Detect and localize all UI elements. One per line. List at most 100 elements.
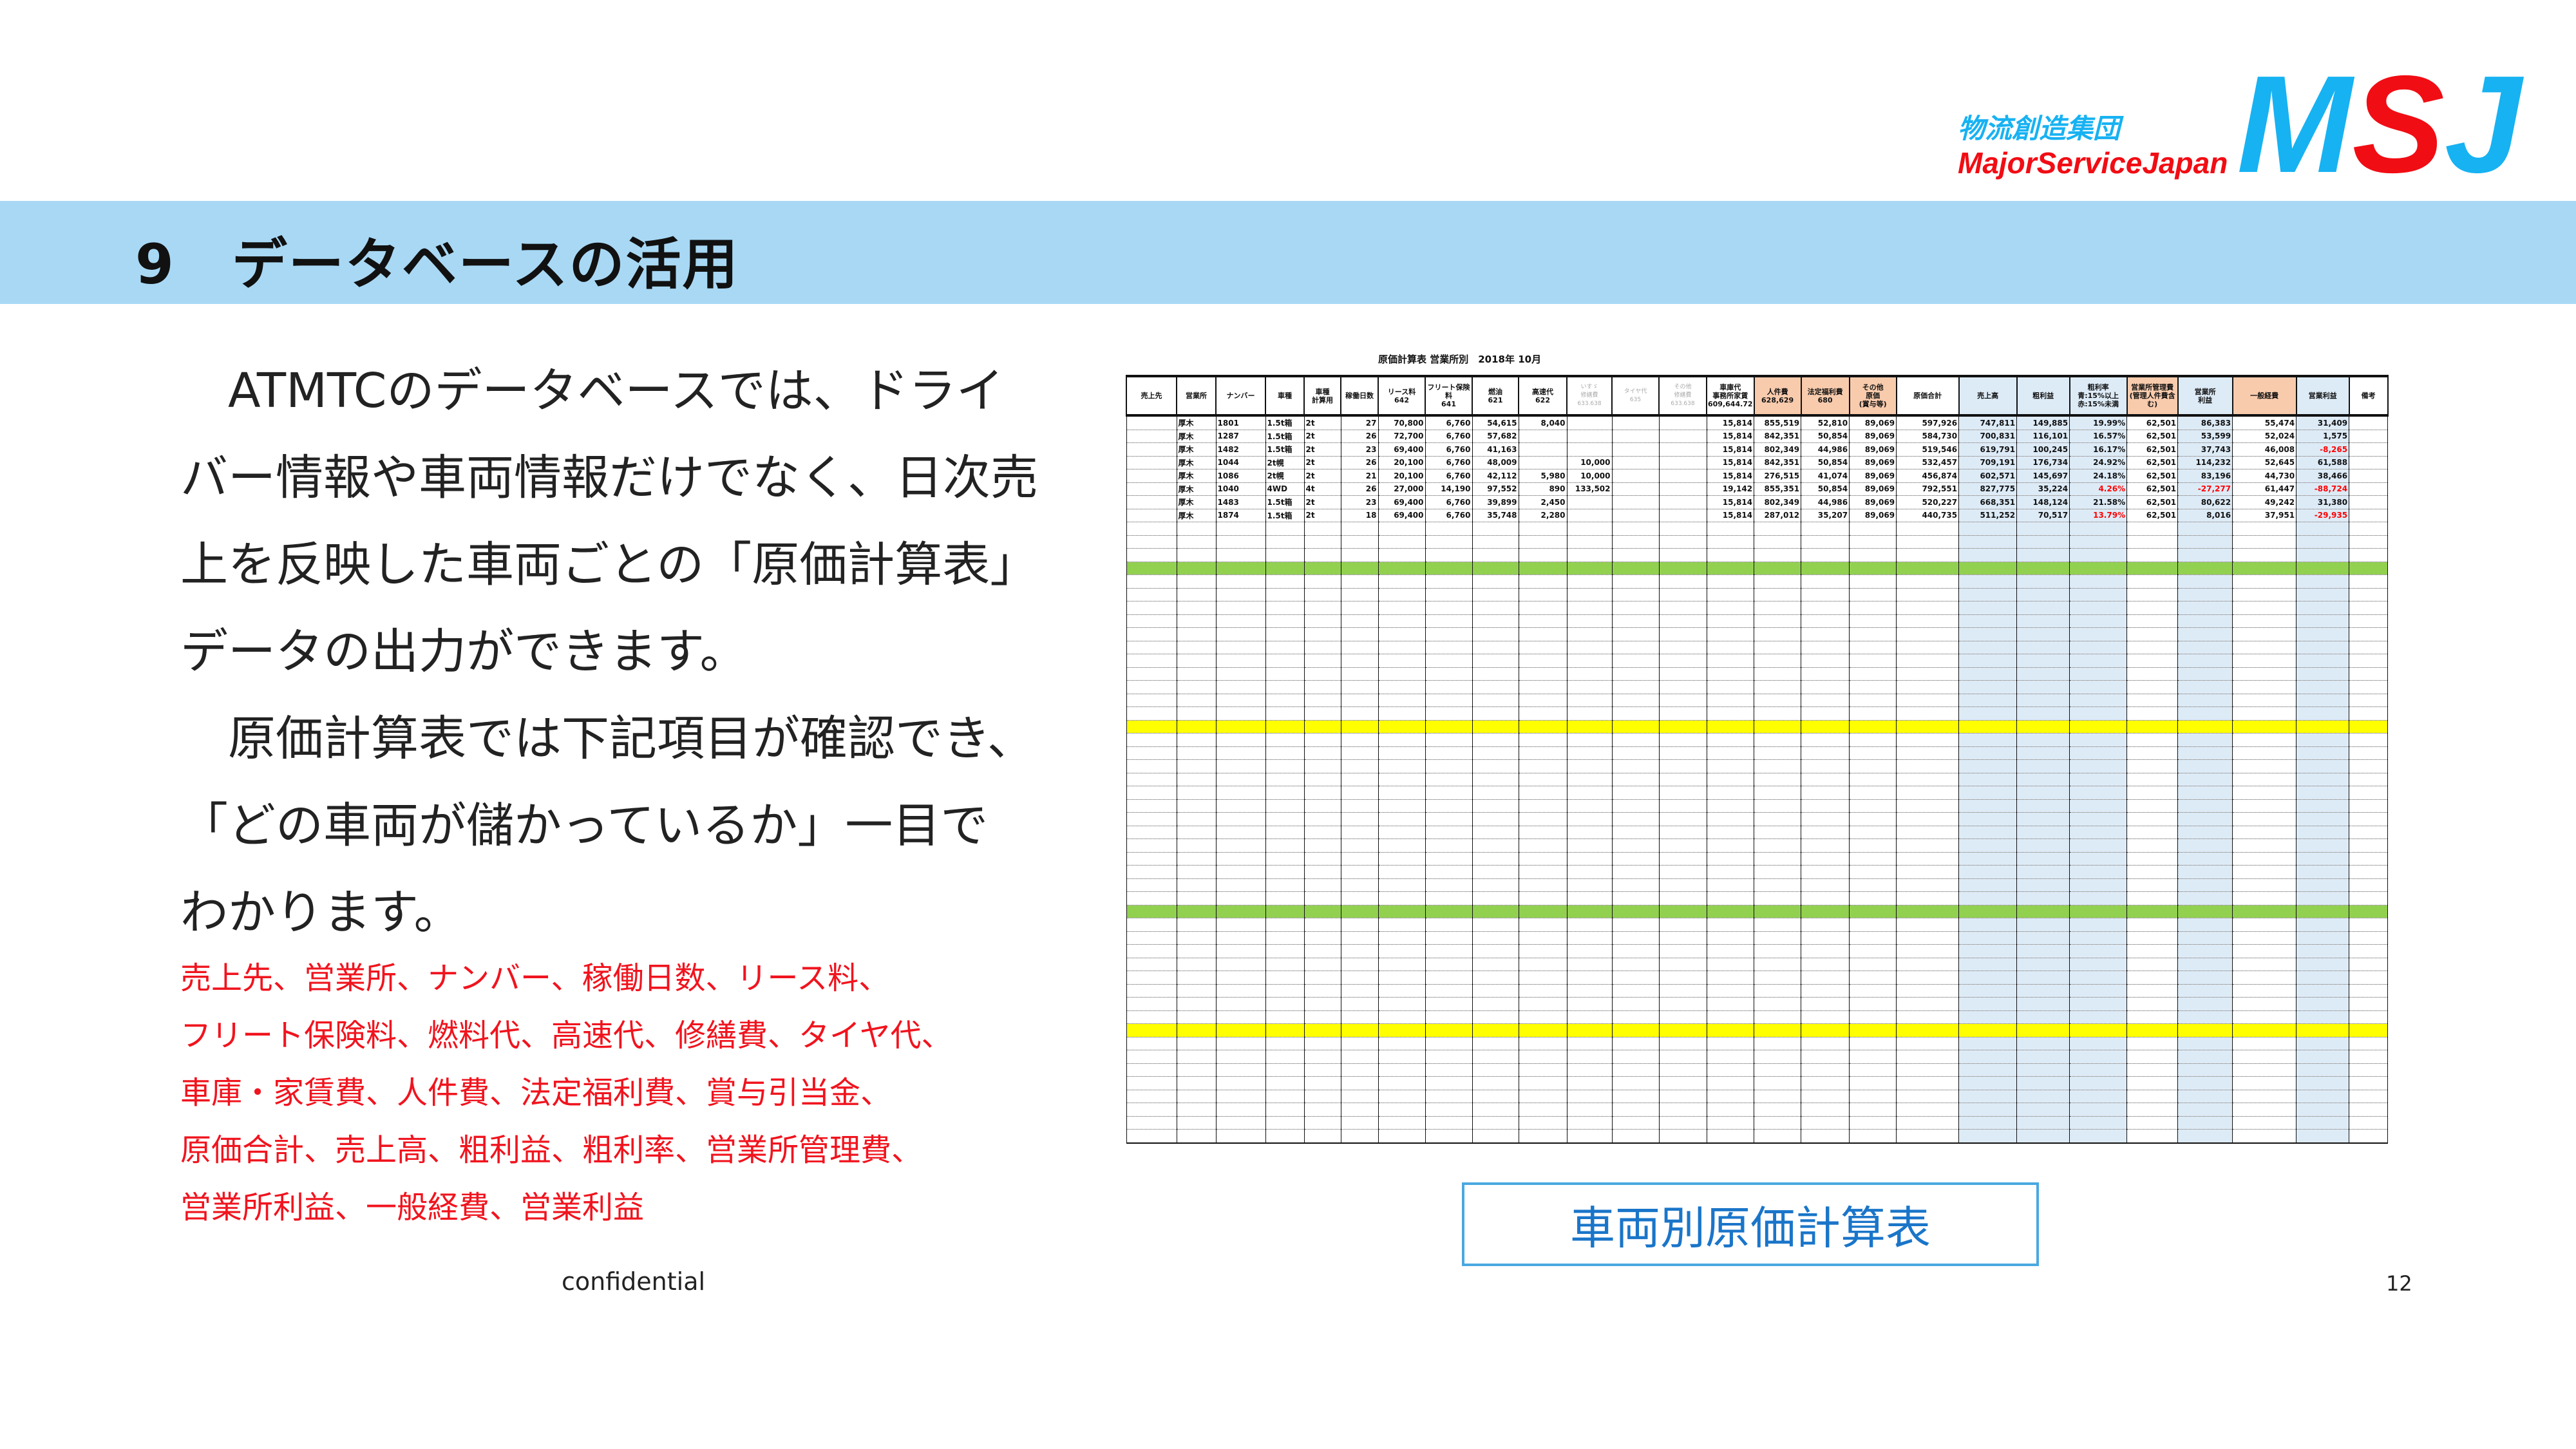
table-cell <box>1176 548 1217 562</box>
table-row <box>1126 865 2389 879</box>
table-cell <box>1378 562 1426 575</box>
table-cell <box>1340 759 1379 773</box>
table-cell <box>1126 746 1177 760</box>
table-cell <box>1611 838 1660 853</box>
table-cell <box>1754 680 1802 694</box>
table-cell <box>2296 1103 2350 1117</box>
table-row <box>1126 826 2389 839</box>
table-cell <box>1378 1129 1426 1144</box>
table-cell: 50,854 <box>1801 482 1850 496</box>
table-cell: 89,069 <box>1849 415 1897 430</box>
table-cell <box>2232 601 2297 615</box>
table-cell <box>2177 1076 2233 1090</box>
table-cell <box>1706 627 1755 641</box>
table-cell: 2t <box>1303 469 1341 483</box>
table-cell <box>1958 614 2018 628</box>
table-cell <box>1340 746 1379 760</box>
table-cell <box>2177 984 2233 998</box>
table-cell <box>1472 680 1519 694</box>
table-cell <box>1425 1023 1473 1037</box>
table-cell <box>1611 415 1660 430</box>
table-cell <box>2126 1037 2179 1050</box>
column-header: タイヤ代 635 <box>1611 375 1660 417</box>
table-cell <box>1378 918 1426 932</box>
table-cell <box>1265 654 1305 668</box>
table-cell <box>2232 588 2297 601</box>
table-cell <box>1658 588 1707 601</box>
table-cell: 23 <box>1340 442 1379 457</box>
table-cell <box>1566 720 1613 734</box>
table-cell <box>1958 786 2018 800</box>
table-cell <box>1958 548 2018 562</box>
table-cell: 61,447 <box>2232 482 2297 496</box>
table-cell <box>1215 826 1266 839</box>
msj-logo: 物流創造集団 MajorServiceJapan M S J <box>1958 39 2563 193</box>
table-cell <box>1801 746 1850 760</box>
table-cell <box>1126 1116 1177 1130</box>
table-cell <box>1754 1103 1802 1117</box>
table-cell <box>2126 641 2179 654</box>
table-cell <box>1801 548 1850 562</box>
table-cell: 584,730 <box>1896 430 1960 443</box>
table-cell <box>1265 1103 1305 1117</box>
table-row <box>1126 931 2389 945</box>
table-cell <box>1176 971 1217 985</box>
table-cell <box>1658 997 1707 1011</box>
table-cell <box>1658 799 1707 813</box>
table-cell <box>1566 838 1613 853</box>
table-row <box>1126 1090 2389 1103</box>
table-cell <box>1658 720 1707 734</box>
table-cell <box>2016 627 2070 641</box>
table-cell <box>1754 614 1802 628</box>
table-cell: 16.17% <box>2069 442 2128 457</box>
table-cell <box>1518 826 1567 839</box>
table-cell <box>1849 852 1897 866</box>
table-cell <box>2069 812 2128 826</box>
table-cell <box>1340 1050 1379 1064</box>
table-cell <box>1215 838 1266 853</box>
table-cell <box>1566 931 1613 945</box>
table-cell <box>2296 522 2350 536</box>
table-cell <box>1303 706 1341 721</box>
table-cell: 456,874 <box>1896 469 1960 483</box>
table-cell <box>2232 812 2297 826</box>
table-cell: 520,227 <box>1896 495 1960 509</box>
table-cell <box>1896 759 1960 773</box>
table-cell <box>1566 865 1613 879</box>
table-cell <box>1849 997 1897 1011</box>
table-cell <box>1566 495 1613 509</box>
subtotal-row <box>1126 562 2389 575</box>
table-cell <box>1518 746 1567 760</box>
table-cell <box>1303 852 1341 866</box>
table-cell <box>1425 1010 1473 1024</box>
table-cell <box>1754 786 1802 800</box>
table-cell <box>1126 1010 1177 1024</box>
table-cell <box>1265 997 1305 1011</box>
table-cell <box>1425 799 1473 813</box>
table-cell <box>2069 826 2128 839</box>
table-cell <box>1518 1050 1567 1064</box>
table-cell <box>1896 746 1960 760</box>
table-cell <box>2126 746 2179 760</box>
table-cell <box>1176 733 1217 747</box>
table-cell <box>1801 588 1850 601</box>
table-cell <box>1472 1103 1519 1117</box>
table-cell <box>2349 641 2389 654</box>
table-cell <box>1706 799 1755 813</box>
table-cell: 6,760 <box>1425 430 1473 443</box>
table-cell: 842,351 <box>1754 430 1802 443</box>
table-cell <box>1176 918 1217 932</box>
table-row <box>1126 522 2389 536</box>
table-cell: 44,730 <box>2232 469 2297 483</box>
table-cell: 44,986 <box>1801 442 1850 457</box>
table-cell <box>1611 1010 1660 1024</box>
table-cell <box>1518 1116 1567 1130</box>
table-cell <box>1425 759 1473 773</box>
table-cell <box>2126 826 2179 839</box>
table-cell <box>2296 1076 2350 1090</box>
table-cell <box>1126 694 1177 707</box>
table-cell <box>1706 984 1755 998</box>
table-cell <box>1215 931 1266 945</box>
table-cell <box>2349 826 2389 839</box>
table-cell <box>1518 759 1567 773</box>
